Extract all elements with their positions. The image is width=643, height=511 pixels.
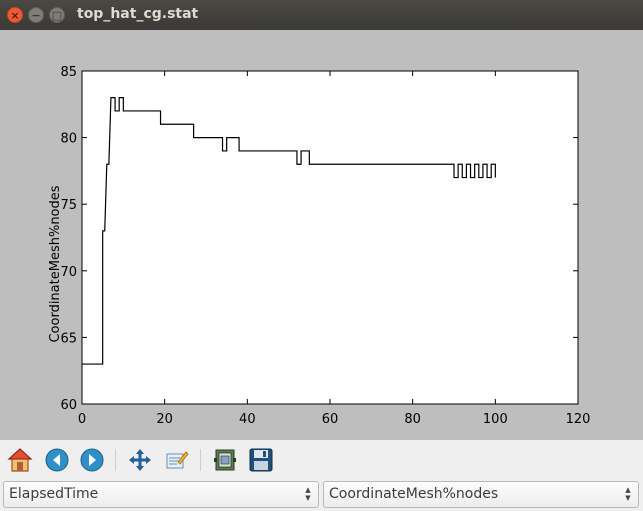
x-tick-label: 80 [404,412,421,427]
y-variable-select[interactable]: CoordinateMesh%nodes ▲ ▼ [323,481,639,508]
x-tick-label: 20 [156,412,173,427]
back-icon [45,448,69,472]
minimize-window-button[interactable]: − [28,7,44,23]
window-titlebar: × − □ top_hat_cg.stat [0,0,643,30]
series-line [82,97,496,365]
window-title: top_hat_cg.stat [77,6,199,22]
x-tick-label: 100 [483,412,508,427]
pan-icon [129,449,151,471]
x-tick-label: 40 [239,412,256,427]
subplots-icon [214,449,236,471]
save-button[interactable] [248,447,274,473]
combo-arrows-icon: ▲ ▼ [625,486,631,502]
close-window-button[interactable]: × [7,7,23,23]
home-button[interactable] [7,447,33,473]
toolbar-separator [200,449,201,471]
zoom-button[interactable] [164,447,190,473]
x-tick-label: 60 [322,412,339,427]
y-tick-label: 85 [60,65,77,80]
back-button[interactable] [44,447,70,473]
zoom-icon [166,451,189,469]
x-variable-select[interactable]: ElapsedTime ▲ ▼ [3,481,319,508]
line-chart[interactable]: 0 20 40 60 80 100 120 60 65 70 75 80 85 CoordinateM… [0,30,643,440]
navigation-toolbar [0,440,643,478]
toolbar-separator [115,449,116,471]
y-axis-label: CoordinateMesh%nodes [48,185,63,342]
x-variable-value: ElapsedTime [9,486,99,502]
y-tick-label: 70 [60,265,77,280]
forward-icon [80,448,104,472]
y-tick-label: 80 [60,132,77,147]
combo-arrows-icon: ▲ ▼ [305,486,311,502]
y-variable-value: CoordinateMesh%nodes [329,486,499,502]
x-tick-label: 120 [566,412,591,427]
x-tick-label: 0 [78,412,86,427]
configure-subplots-button[interactable] [212,447,238,473]
forward-button[interactable] [79,447,105,473]
y-tick-label: 75 [60,198,77,213]
save-icon [249,448,273,472]
y-tick-label: 65 [60,331,77,346]
plot-area[interactable]: 0 20 40 60 80 100 120 60 65 70 75 80 85 CoordinateM… [0,30,643,440]
variable-selector-bar: ElapsedTime ▲ ▼ CoordinateMesh%nodes ▲ ▼ [0,478,643,511]
axes-background [81,70,579,405]
pan-button[interactable] [127,447,153,473]
maximize-window-button[interactable]: □ [49,7,65,23]
y-tick-label: 60 [60,398,77,413]
home-icon [7,448,33,472]
